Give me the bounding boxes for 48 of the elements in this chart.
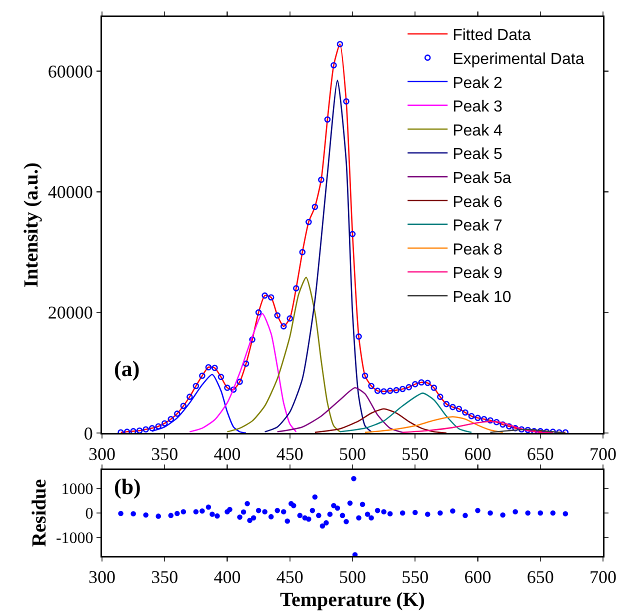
x-tick-label: 300: [88, 567, 116, 588]
x-tick-label: 350: [151, 567, 178, 588]
y-axis-title: Intensity (a.u.): [20, 162, 43, 288]
line-series: [226, 276, 341, 432]
x-tick-label: 600: [464, 444, 492, 464]
legend-label: Fitted Data: [452, 27, 531, 44]
y-axis-title: Residue: [28, 478, 51, 547]
legend-label: Peak 7: [452, 218, 503, 235]
x-tick-label: 600: [464, 567, 492, 588]
x-tick-label: 500: [339, 567, 366, 588]
y-tick-label: 20000: [48, 302, 93, 323]
x-tick-label: 550: [402, 567, 429, 588]
x-tick-label: 500: [339, 444, 366, 464]
annotation: (a): [114, 356, 140, 381]
y-tick-label: -1000: [56, 530, 94, 548]
legend-label: Peak 4: [452, 122, 503, 140]
legend-label: Peak 6: [452, 194, 503, 211]
x-tick-label: 400: [214, 567, 241, 588]
y-tick-label: 1000: [61, 481, 94, 498]
x-tick-label: 650: [526, 567, 554, 588]
line-series: [276, 387, 404, 433]
legend-label: Peak 3: [452, 98, 503, 116]
x-tick-label: 450: [276, 444, 304, 464]
x-tick-label: 350: [151, 444, 178, 464]
y-tick-label: 60000: [48, 62, 93, 82]
y-tick-label: 0: [84, 423, 93, 444]
legend-label: Peak 8: [452, 241, 503, 258]
legend-label: Peak 9: [452, 265, 503, 282]
legend-label: Peak 2: [452, 74, 503, 92]
line-series: [314, 408, 448, 433]
y-tick-label: 40000: [48, 182, 93, 202]
x-tick-label: 550: [402, 444, 429, 464]
x-tick-label: 400: [214, 444, 241, 464]
line-series: [364, 416, 504, 433]
x-tick-label: 700: [590, 444, 616, 464]
y-tick-label: 0: [85, 506, 94, 523]
x-tick-label: 650: [526, 444, 554, 464]
legend-label: Peak 10: [452, 288, 512, 306]
x-tick-label: 700: [590, 567, 616, 588]
x-axis-title: Temperature (K): [280, 589, 425, 611]
legend-label: Experimental Data: [452, 50, 584, 68]
line-series: [339, 392, 472, 433]
x-tick-label: 300: [88, 444, 116, 464]
annotation: (b): [114, 474, 141, 499]
legend-label: Peak 5: [452, 146, 503, 164]
x-tick-label: 450: [276, 567, 304, 588]
line-series: [264, 80, 372, 432]
legend-label: Peak 5a: [452, 170, 512, 187]
